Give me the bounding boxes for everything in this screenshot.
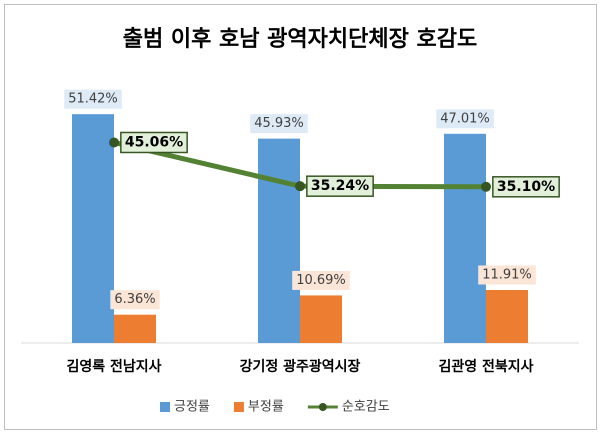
x-tick-label: 김관영 전북지사 [438,358,533,375]
line-marker [109,137,119,148]
value-label: 35.24% [311,178,369,194]
bar [300,295,342,343]
value-label-box [492,176,560,198]
value-label: 47.01% [440,111,490,126]
value-label-box [120,131,188,154]
chart-title: 출범 이후 호남 광역자치단체장 호감도 [123,27,477,52]
legend-label: 긍정률 [174,400,210,415]
value-label: 45.06% [125,134,183,150]
value-label: 35.10% [497,179,555,195]
bar [114,314,156,343]
value-label: 45.93% [254,116,304,131]
value-label: 6.36% [114,292,155,307]
value-label-box [250,114,308,134]
value-label-box [436,109,494,129]
legend-swatch-marker [318,403,327,411]
line-marker [481,181,491,192]
bar [486,290,528,343]
value-label-box [110,290,160,310]
bar [258,138,300,343]
legend-label: 부정률 [248,400,284,415]
value-label-box [478,265,536,285]
value-label: 11.91% [482,268,532,283]
bar [72,114,114,343]
value-label-box [306,175,374,197]
x-tick-label: 김영록 전남지사 [66,358,161,375]
legend-swatch [233,402,244,412]
legend-swatch [160,402,170,412]
value-label: 10.69% [296,273,346,288]
bar [444,133,486,343]
legend-label: 순호감도 [342,400,390,415]
value-label: 51.42% [68,92,118,107]
line-marker [295,181,305,192]
value-label-box [64,89,122,109]
value-label-box [292,270,350,290]
x-tick-label: 강기정 광주광역시장 [240,358,361,375]
